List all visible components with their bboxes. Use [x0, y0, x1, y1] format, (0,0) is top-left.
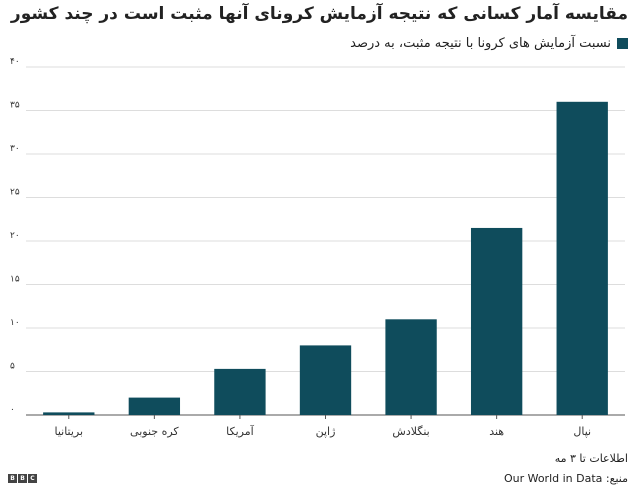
bbc-logo-letter: B	[18, 474, 27, 483]
y-tick-label: ۰	[10, 405, 15, 415]
y-tick-label: ۱۵	[10, 275, 20, 285]
y-tick-label: ۱۰	[10, 318, 20, 328]
y-tick-label: ۲۰	[10, 231, 20, 241]
bbc-logo: B B C	[8, 474, 37, 483]
bbc-logo-letter: B	[8, 474, 17, 483]
legend: نسبت آزمایش های کرونا با نتیجه مثبت، به …	[350, 36, 628, 51]
data-date-note: اطلاعات تا ۳ مه	[554, 452, 628, 465]
x-tick-label: نپال	[573, 425, 591, 438]
y-tick-label: ۳۰	[10, 144, 20, 154]
x-tick-label: بنگلادش	[392, 425, 429, 438]
y-tick-label: ۲۵	[10, 188, 20, 198]
x-tick-label: بریتانیا	[54, 425, 83, 438]
x-tick-label: هند	[489, 425, 504, 438]
legend-swatch	[617, 38, 628, 49]
legend-label: نسبت آزمایش های کرونا با نتیجه مثبت، به …	[350, 36, 611, 51]
bar	[43, 412, 95, 415]
bar	[299, 345, 352, 415]
bar-chart: ۰ ۵ ۱۰ ۱۵ ۲۰ ۲۵ ۳۰ ۳۵ ۴۰ بریتانیا کره جنوبی آمریکا ژ…	[10, 57, 625, 438]
x-tick-label: ژاپن	[316, 425, 336, 438]
bar	[385, 319, 437, 415]
bar	[470, 227, 523, 415]
x-tick-label: آمریکا	[226, 424, 254, 438]
axis-labels: ۰ ۵ ۱۰ ۱۵ ۲۰ ۲۵ ۳۰ ۳۵ ۴۰ بریتانیا کره جنوبی آمریکا ژ…	[10, 57, 591, 438]
bar	[556, 101, 608, 416]
y-tick-label: ۴۰	[10, 57, 20, 67]
bar	[128, 397, 181, 415]
y-tick-label: ۳۵	[10, 101, 20, 111]
bar	[214, 368, 266, 415]
chart-title: مقایسه آمار کسانی که نتیجه آزمایش کرونای…	[10, 4, 628, 24]
bars	[43, 101, 608, 416]
y-tick-label: ۵	[10, 362, 15, 372]
x-tick-label: کره جنوبی	[130, 425, 179, 438]
source-credit: منبع: Our World in Data	[503, 472, 628, 485]
bbc-logo-letter: C	[28, 474, 37, 483]
